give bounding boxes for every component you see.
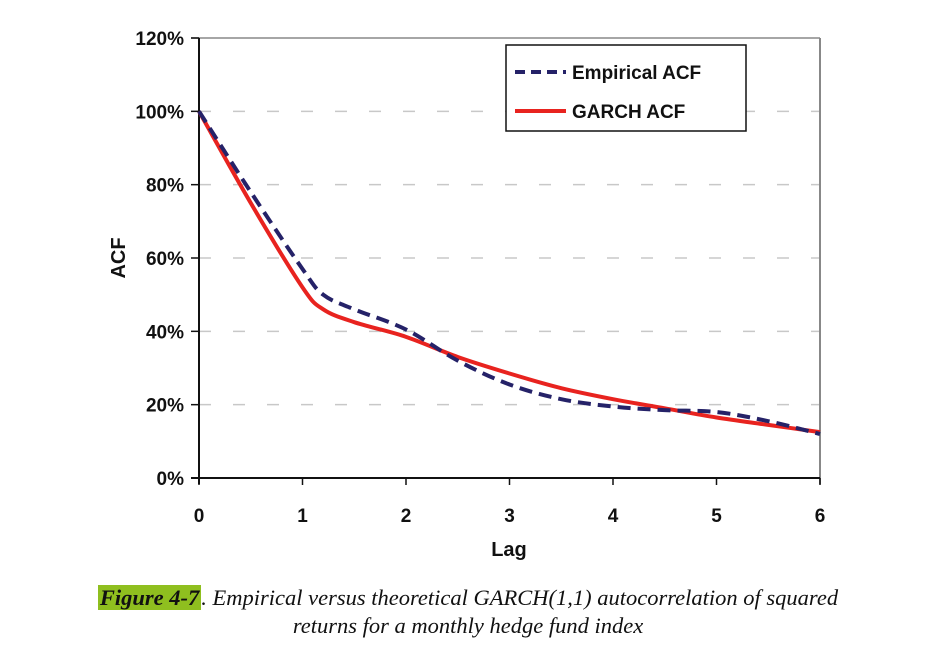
caption-text: . Empirical versus theoretical GARCH(1,1… [201, 585, 839, 610]
y-tick-label: 0% [157, 469, 185, 490]
x-tick-label: 1 [297, 506, 308, 527]
x-axis-title: Lag [491, 539, 527, 561]
y-tick-label: 20% [146, 396, 184, 417]
gridlines [199, 110, 820, 406]
acf-chart: 0 1 2 3 4 5 6 0% 20% 40% 60% 80% 100% 120% Lag ACF E… [108, 29, 826, 561]
y-tick-label: 80% [146, 176, 184, 197]
x-tick-label: 0 [194, 506, 205, 527]
series-lines [197, 110, 821, 436]
y-tick-label: 60% [146, 249, 184, 270]
legend: Empirical ACF GARCH ACF [505, 44, 747, 132]
x-tick-label: 5 [711, 506, 722, 527]
x-axis-ticks: 0 1 2 3 4 5 6 [194, 478, 826, 527]
caption-text-line2: returns for a monthly hedge fund index [292, 613, 644, 638]
x-tick-label: 4 [608, 506, 619, 527]
figure-caption: Figure 4-7. Empirical versus theoretical… [0, 584, 936, 640]
y-axis-title: ACF [108, 237, 130, 278]
x-tick-label: 2 [401, 506, 412, 527]
y-tick-label: 40% [146, 322, 184, 343]
x-tick-label: 6 [815, 506, 826, 527]
axes [191, 37, 821, 484]
y-tick-label: 120% [135, 29, 184, 50]
series-line-empirical-acf [197, 110, 821, 436]
series-line-garch-acf [197, 110, 821, 435]
figure-label: Figure 4-7 [97, 585, 202, 610]
y-tick-label: 100% [135, 102, 184, 123]
legend-label-empirical: Empirical ACF [572, 63, 701, 84]
x-tick-label: 3 [504, 506, 515, 527]
legend-label-garch: GARCH ACF [572, 102, 685, 123]
legend-box [505, 44, 747, 132]
y-axis-ticks: 0% 20% 40% 60% 80% 100% 120% [135, 29, 199, 490]
